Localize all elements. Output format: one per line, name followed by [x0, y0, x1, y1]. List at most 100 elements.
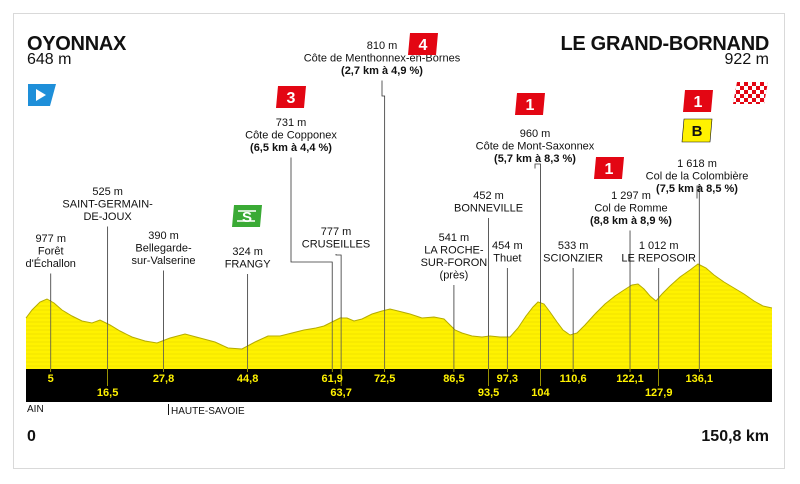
leader-line [335, 254, 342, 318]
climb-category-icon: 3 [276, 86, 306, 108]
point-label-line: Col de Romme [594, 203, 667, 215]
climb-category-label: 1 [694, 94, 703, 111]
sprint-icon: S [232, 205, 262, 227]
leader-line [534, 163, 541, 303]
point-label: 777 m CRUSEILLES [302, 226, 370, 251]
frame-border [13, 13, 785, 469]
point-label: 533 m SCIONZIER [543, 240, 603, 265]
point-label-line: 777 m [321, 226, 352, 238]
point-label: 390 m Bellegarde-sur-Valserine [132, 230, 196, 267]
point-label: 454 m Thuet [492, 240, 523, 265]
point-label: 452 m BONNEVILLE [454, 190, 523, 215]
km-marker: 61,9 [322, 373, 343, 385]
point-label: 541 m LA ROCHE-SUR-FORON (près) [421, 232, 488, 282]
km-marker: 44,8 [237, 373, 258, 385]
bonus-icon: B [681, 118, 713, 143]
bonus-label: B [692, 123, 703, 140]
km-marker: 127,9 [645, 387, 673, 399]
point-label-line: 541 m [439, 232, 470, 244]
climb-gradient: (8,8 km à 8,9 %) [590, 215, 672, 227]
point-label-line: FRANGY [225, 259, 272, 271]
point-label-line: 731 m [276, 117, 307, 129]
climb-category-icon: 4 [408, 33, 438, 55]
point-label-line: SUR-FORON [421, 257, 488, 269]
region-haute-savoie-label: HAUTE-SAVOIE [171, 406, 245, 417]
sprint-label: S [242, 209, 252, 226]
climb-category-label: 1 [526, 97, 535, 114]
point-label-line: 324 m [232, 246, 263, 258]
climb-category-label: 1 [605, 161, 614, 178]
point-label-line: BONNEVILLE [454, 203, 523, 215]
km-marker: 93,5 [478, 387, 499, 399]
point-label-line: SCIONZIER [543, 253, 603, 265]
climb-gradient: (7,5 km à 8,5 %) [656, 183, 738, 195]
km-marker: 72,5 [374, 373, 395, 385]
point-label-line: 810 m [367, 40, 398, 52]
point-labels: 977 m Forêt d'Échallon 525 m SAINT-GERMAIN-D… [26, 40, 749, 282]
start-flag-icon [28, 84, 56, 106]
point-label-line: SAINT-GERMAIN- [62, 199, 153, 211]
km-marker: 136,1 [686, 373, 714, 385]
profile-fill [26, 264, 772, 369]
point-label: 960 m Côte de Mont-Saxonnex (5,7 km à 8,3 … [476, 128, 595, 165]
point-label-line: Bellegarde- [135, 243, 192, 255]
point-label-line: (près) [440, 270, 469, 282]
point-label-line: CRUSEILLES [302, 239, 370, 251]
leader-line [381, 80, 386, 311]
axis-band [26, 369, 772, 402]
point-label-line: 960 m [520, 128, 551, 140]
region-border-tick [168, 404, 169, 415]
distance-total: 150,8 km [701, 428, 769, 445]
point-label-line: Côte de Mont-Saxonnex [476, 141, 595, 153]
km-marker: 27,8 [153, 373, 174, 385]
point-label: 525 m SAINT-GERMAIN-DE-JOUX [62, 186, 153, 223]
leader-line [696, 185, 700, 265]
km-marker: 104 [531, 387, 550, 399]
point-label-line: 1 618 m [677, 158, 717, 170]
point-label-line: Thuet [493, 253, 521, 265]
point-label-line: Côte de Menthonnex-en-Bornes [304, 53, 461, 65]
climb-category-icon: 1 [594, 157, 624, 179]
point-label-line: sur-Valserine [132, 255, 196, 267]
point-label-line: d'Échallon [26, 257, 76, 270]
point-label-line: DE-JOUX [83, 211, 132, 223]
point-label-line: 1 012 m [639, 240, 679, 252]
km-marker: 122,1 [616, 373, 644, 385]
point-label-line: Col de la Colombière [646, 171, 749, 183]
point-label-line: Forêt [38, 246, 64, 258]
point-label: 324 m FRANGY [225, 246, 272, 271]
checkered-flag-icon [733, 82, 768, 104]
climb-gradient: (5,7 km à 8,3 %) [494, 153, 576, 165]
point-label: 977 m Forêt d'Échallon [26, 233, 76, 270]
finish-town-altitude: 922 m [724, 51, 769, 68]
km-marker: 63,7 [330, 387, 351, 399]
point-label: 810 m Côte de Menthonnex-en-Bornes (2,7 km… [304, 40, 461, 77]
point-label: 1 297 m Col de Romme (8,8 km à 8,9 %) [590, 190, 672, 227]
climb-gradient: (2,7 km à 4,9 %) [341, 65, 423, 77]
km-marker: 5 [48, 373, 54, 385]
leader-line [290, 157, 333, 322]
km-marker: 16,5 [97, 387, 118, 399]
point-label-line: Côte de Copponex [245, 130, 337, 142]
point-label: 1 012 m LE REPOSOIR [621, 240, 696, 265]
point-label-line: 525 m [92, 186, 123, 198]
point-label: 1 618 m Col de la Colombière (7,5 km à 8,5… [646, 158, 749, 195]
point-label-line: 390 m [148, 230, 179, 242]
km-marker: 86,5 [443, 373, 464, 385]
distance-start: 0 [27, 428, 36, 445]
point-label-line: 977 m [35, 233, 66, 245]
region-ain: AIN [27, 404, 44, 415]
distance-axis: 5 16,5 27,8 44,8 61,9 63,7 72,5 86,5 93,5 97,3 104… [26, 369, 772, 402]
markers: 4 3 1 1 1 B S [28, 33, 768, 227]
point-label-line: 452 m [473, 190, 504, 202]
climb-category-label: 4 [419, 37, 428, 54]
point-label-line: 533 m [558, 240, 589, 252]
point-label: 731 m Côte de Copponex (6,5 km à 4,4 %) [245, 117, 337, 154]
point-label-line: 454 m [492, 240, 523, 252]
point-label-line: 1 297 m [611, 190, 651, 202]
point-label-line: LE REPOSOIR [621, 253, 696, 265]
profile-outline [25, 263, 773, 350]
point-label-line: LA ROCHE- [424, 245, 484, 257]
